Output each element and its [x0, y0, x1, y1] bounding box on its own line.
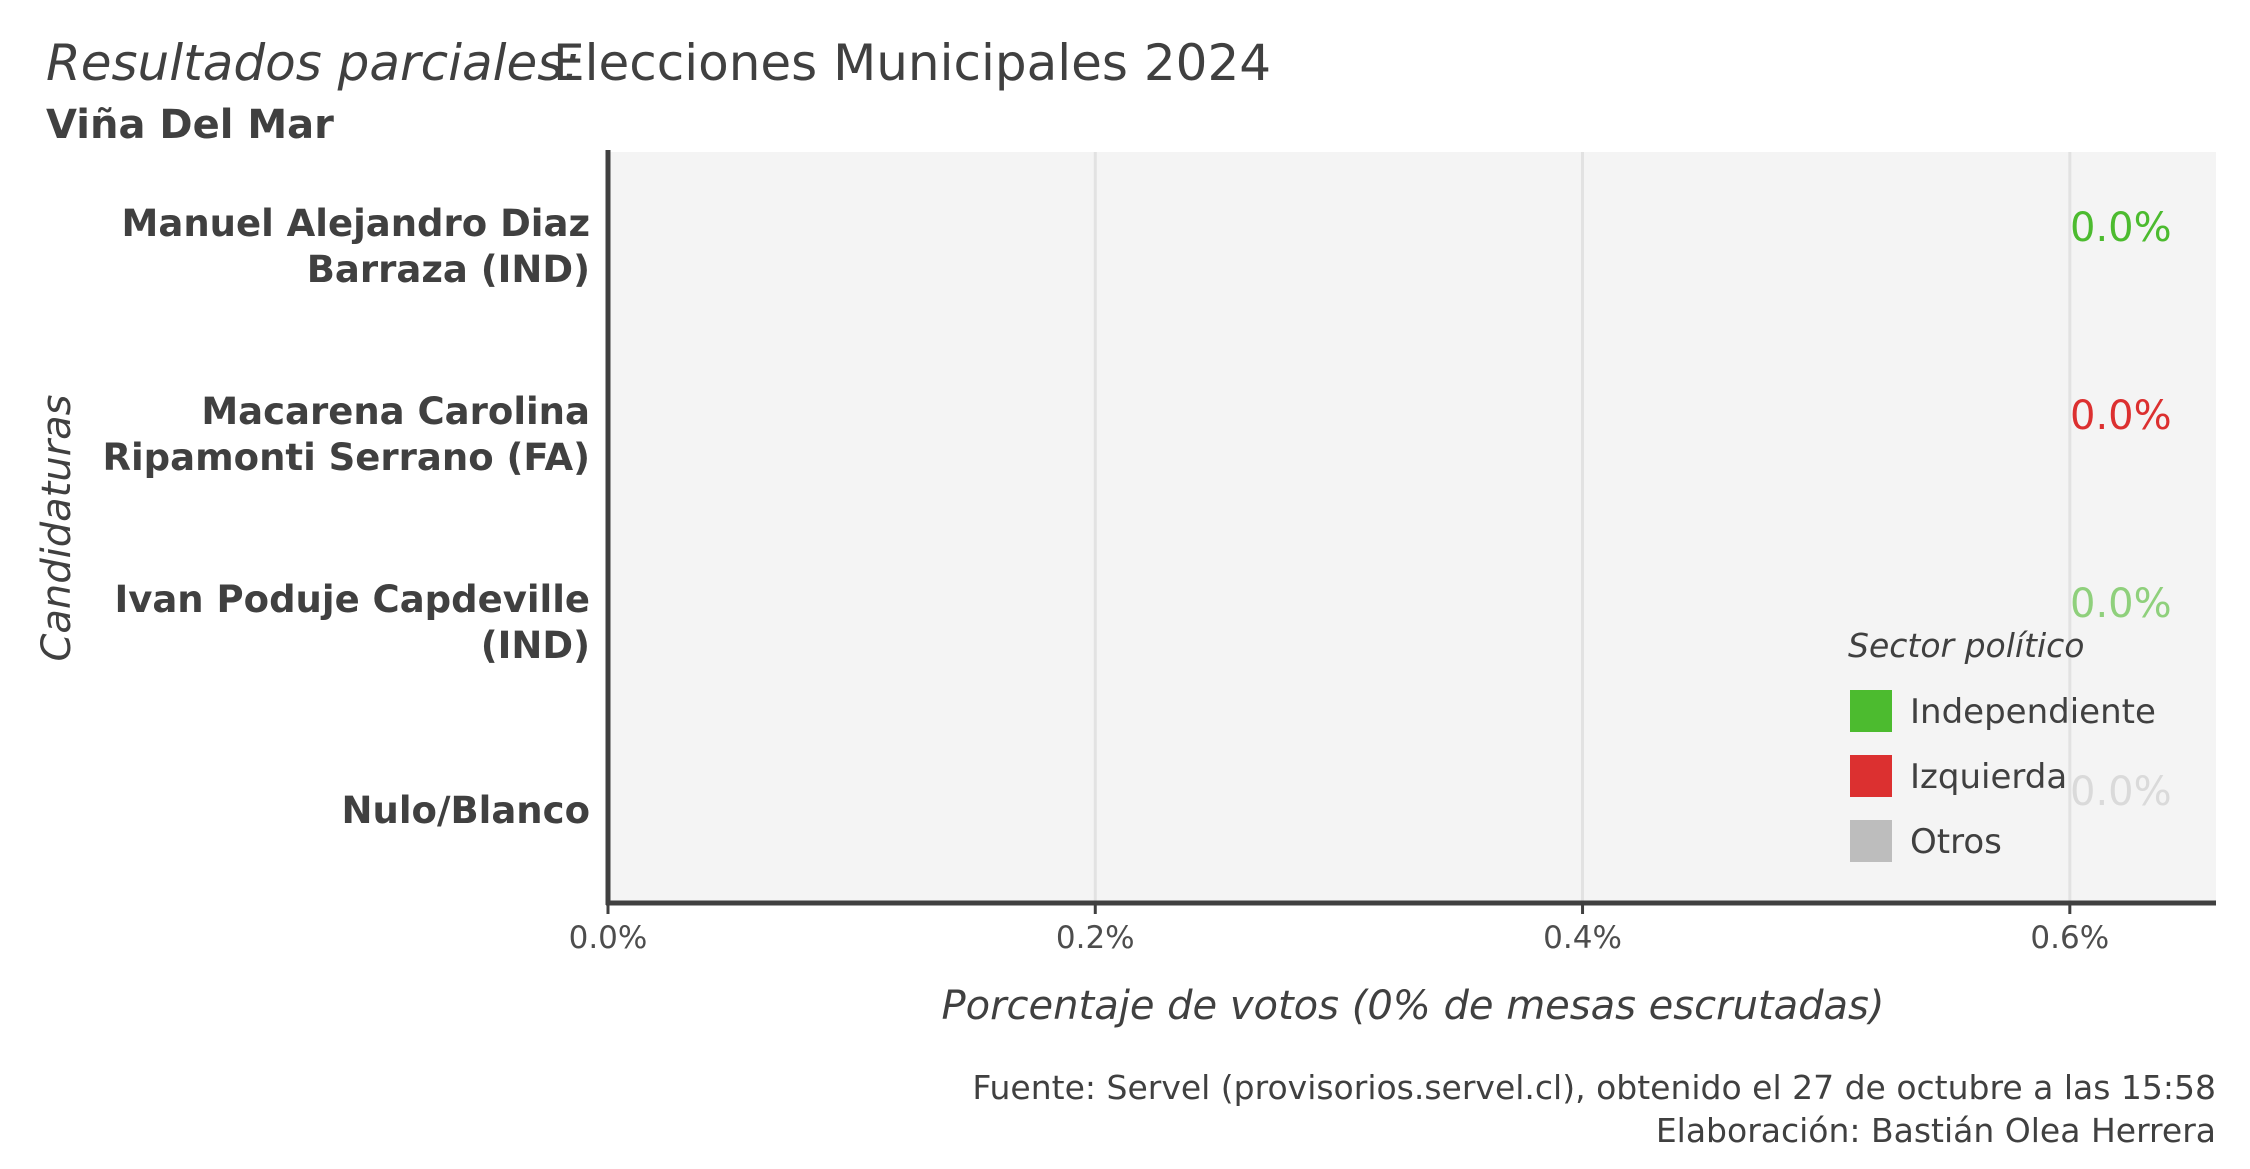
legend-label: Izquierda [1910, 757, 2067, 797]
x-tick-label: 0.0% [569, 920, 648, 956]
data-label: 0.0% [2070, 205, 2172, 251]
legend-swatch [1850, 820, 1892, 862]
caption-source: Fuente: Servel (provisorios.servel.cl), … [972, 1068, 2216, 1107]
y-axis-labels: Manuel Alejandro Diaz Barraza (IND) Macare… [102, 202, 590, 832]
legend: Sector político Independiente Izquierda Ot… [1848, 626, 2156, 862]
x-tick-label: 0.2% [1056, 920, 1135, 956]
caption-author: Elaboración: Bastián Olea Herrera [1656, 1111, 2216, 1150]
y-axis-title: Candidaturas [34, 394, 80, 661]
category-label: Nulo/Blanco [342, 789, 590, 832]
category-label: Manuel Alejandro Diaz Barraza (IND) [122, 202, 590, 291]
legend-label: Otros [1910, 822, 2002, 862]
legend-swatch [1850, 690, 1892, 732]
x-axis-title: Porcentaje de votos (0% de mesas escruta… [942, 983, 1885, 1029]
legend-swatch [1850, 755, 1892, 797]
data-label: 0.0% [2070, 581, 2172, 627]
category-label: Macarena Carolina Ripamonti Serrano (FA) [102, 390, 590, 479]
legend-title: Sector político [1848, 626, 2085, 665]
x-tick-label: 0.4% [1543, 920, 1622, 956]
chart-subtitle: Viña Del Mar [46, 102, 334, 148]
chart-title-prefix: Resultados parciales: [46, 34, 580, 92]
data-label: 0.0% [2070, 393, 2172, 439]
data-labels: 0.0% 0.0% 0.0% 0.0% [2070, 205, 2172, 815]
x-tick-label: 0.6% [2030, 920, 2109, 956]
data-label: 0.0% [2070, 769, 2172, 815]
plot-panel [608, 152, 2216, 904]
legend-label: Independiente [1910, 692, 2156, 732]
chart-title: Elecciones Municipales 2024 [553, 34, 1271, 92]
gridlines [1093, 152, 2072, 904]
x-axis-ticks: 0.0% 0.2% 0.4% 0.6% [569, 904, 2109, 956]
category-label: Ivan Poduje Capdeville (IND) [114, 578, 590, 667]
